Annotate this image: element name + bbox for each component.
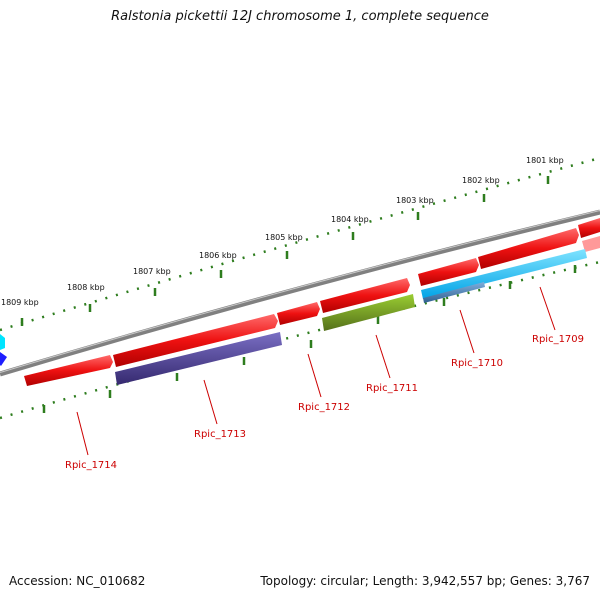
kbp-label-1807: 1807 kbp bbox=[133, 267, 171, 276]
gene-label-rpic-1711[interactable]: Rpic_1711 bbox=[366, 383, 418, 394]
gene-arrow-forward[interactable] bbox=[24, 355, 113, 386]
gene-arrow-forward[interactable] bbox=[320, 278, 410, 313]
chromosome-backbone-highlight bbox=[0, 210, 600, 373]
gene-arrow-reverse-cyan-edge[interactable] bbox=[0, 334, 5, 350]
outer-scale-major-ticks bbox=[20, 176, 550, 326]
map-title: Ralstonia pickettii 12J chromosome 1, co… bbox=[111, 9, 489, 24]
gene-arrow-reverse-cyan[interactable] bbox=[421, 249, 587, 299]
topology-summary-text: Topology: circular; Length: 3,942,557 bp… bbox=[260, 574, 590, 588]
reverse-strand-genes bbox=[0, 249, 587, 385]
gene-arrow-forward[interactable] bbox=[113, 314, 278, 367]
gene-arrow-reverse-steel[interactable] bbox=[423, 282, 485, 303]
gene-label-rpic-1714[interactable]: Rpic_1714 bbox=[65, 460, 117, 471]
gene-arrow-forward[interactable] bbox=[277, 302, 320, 325]
kbp-label-1808: 1808 kbp bbox=[67, 283, 105, 292]
gene-arrow-reverse-blue-edge[interactable] bbox=[0, 352, 7, 366]
chromosome-backbone bbox=[0, 209, 600, 377]
gene-arrow-forward[interactable] bbox=[418, 258, 479, 286]
kbp-label-1803: 1803 kbp bbox=[396, 196, 434, 205]
gene-arrow-forward-light[interactable] bbox=[582, 236, 600, 252]
kbp-label-1802: 1802 kbp bbox=[462, 176, 500, 185]
kbp-label-1801: 1801 kbp bbox=[526, 156, 564, 165]
forward-strand-genes bbox=[24, 218, 600, 386]
leader-line bbox=[307, 353, 322, 398]
kbp-label-1806: 1806 kbp bbox=[199, 251, 237, 260]
gene-arrow-reverse-indigo[interactable] bbox=[115, 332, 282, 385]
leader-line bbox=[203, 379, 218, 425]
gene-label-leaders bbox=[76, 286, 556, 456]
leader-line bbox=[539, 286, 556, 331]
kbp-label-1809: 1809 kbp bbox=[1, 298, 39, 307]
kbp-label-1804: 1804 kbp bbox=[331, 215, 369, 224]
inner-scale-major-ticks bbox=[42, 265, 577, 413]
gene-label-rpic-1710[interactable]: Rpic_1710 bbox=[451, 358, 503, 369]
leader-line bbox=[76, 411, 89, 456]
kbp-label-1805: 1805 kbp bbox=[265, 233, 303, 242]
gene-label-rpic-1709[interactable]: Rpic_1709 bbox=[532, 334, 584, 345]
gene-arrow-forward[interactable] bbox=[578, 218, 600, 238]
gene-arrow-reverse-olive[interactable] bbox=[322, 294, 415, 331]
gene-label-rpic-1713[interactable]: Rpic_1713 bbox=[194, 429, 246, 440]
gene-label-rpic-1712[interactable]: Rpic_1712 bbox=[298, 402, 350, 413]
gene-arrow-forward[interactable] bbox=[478, 228, 579, 269]
leader-line bbox=[375, 334, 391, 379]
leader-line bbox=[459, 309, 475, 354]
accession-text: Accession: NC_010682 bbox=[9, 574, 146, 588]
